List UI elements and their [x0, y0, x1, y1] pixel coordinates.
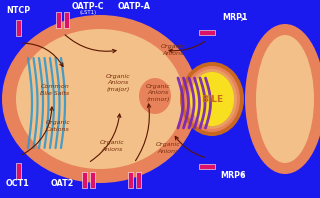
Text: OAT2: OAT2: [50, 179, 74, 188]
Text: Common
Bile Salts: Common Bile Salts: [40, 84, 70, 96]
Bar: [199, 164, 215, 168]
Text: Organic
Anions: Organic Anions: [156, 142, 180, 154]
Bar: [199, 30, 215, 34]
Ellipse shape: [187, 69, 237, 129]
Bar: [55, 12, 60, 28]
Bar: [135, 172, 140, 188]
Text: MRP1: MRP1: [222, 13, 247, 22]
Text: Organic
Cations: Organic Cations: [46, 120, 70, 132]
Text: NTCP: NTCP: [6, 6, 30, 15]
Ellipse shape: [184, 66, 240, 132]
Text: OATP-C: OATP-C: [72, 2, 104, 11]
Bar: [127, 172, 132, 188]
Text: (LST1): (LST1): [79, 10, 97, 15]
Text: BILE: BILE: [201, 94, 223, 104]
Bar: [63, 12, 68, 28]
Bar: [15, 20, 20, 36]
Text: MRP6: MRP6: [220, 171, 245, 180]
Text: OATP-A: OATP-A: [117, 2, 150, 11]
Text: Organic
Anions: Organic Anions: [161, 44, 185, 56]
Bar: [90, 172, 94, 188]
Ellipse shape: [256, 35, 314, 163]
Ellipse shape: [139, 78, 171, 114]
Ellipse shape: [180, 62, 244, 136]
Ellipse shape: [2, 15, 198, 183]
Text: Organic
Anions
(major): Organic Anions (major): [106, 74, 130, 92]
Ellipse shape: [16, 29, 184, 169]
Text: OCT1: OCT1: [6, 179, 30, 188]
Text: Organic
Anions
(minor): Organic Anions (minor): [146, 84, 170, 102]
Ellipse shape: [190, 72, 234, 126]
Ellipse shape: [245, 24, 320, 174]
Bar: [82, 172, 86, 188]
Text: Organic
Anions: Organic Anions: [100, 140, 124, 152]
Bar: [15, 163, 20, 179]
